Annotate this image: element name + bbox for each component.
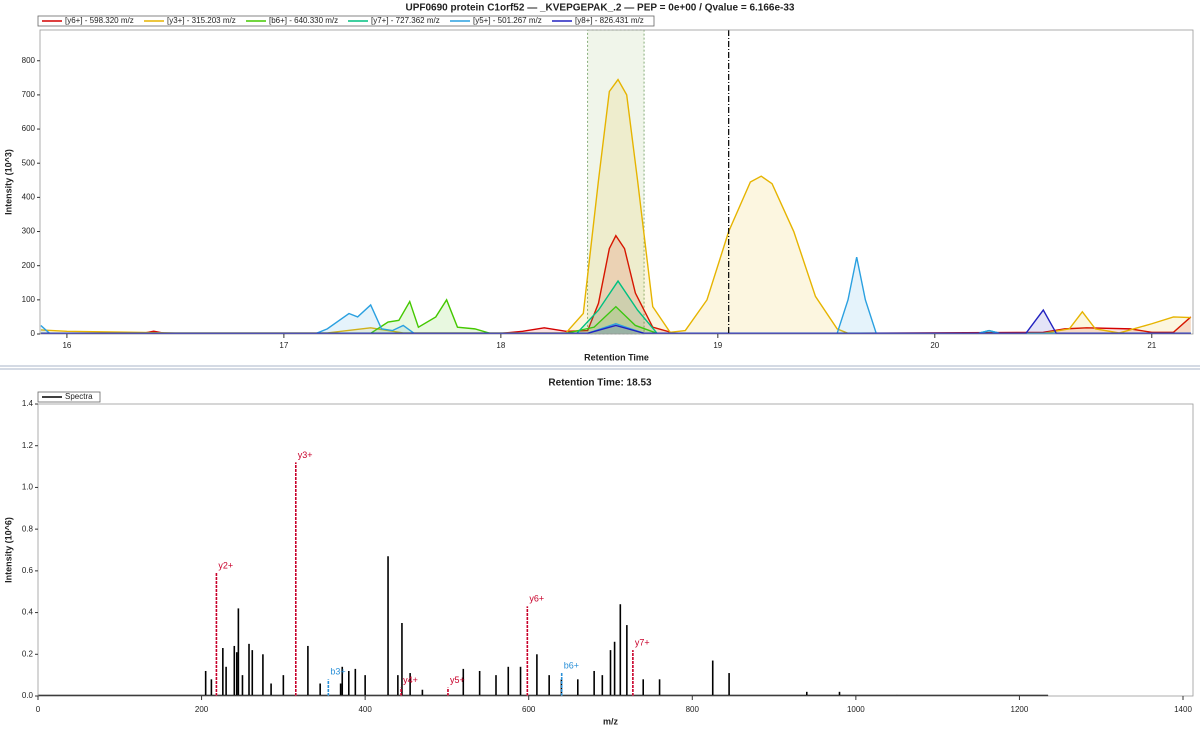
y-tick-label: 1.4 (22, 399, 34, 408)
y-tick-label: 300 (22, 227, 36, 236)
legend-label: [y5+] - 501.267 m/z (473, 16, 542, 25)
peak-label: y4+ (403, 675, 418, 685)
peak-label: y5+ (450, 675, 465, 685)
legend-box (37, 15, 655, 27)
y-tick-label: 1.0 (22, 483, 34, 492)
y-tick-label: 0 (31, 329, 36, 338)
series-area (40, 310, 1191, 334)
legend-box (37, 391, 101, 403)
x-axis-title: Retention Time (584, 352, 649, 362)
peak-label: b6+ (564, 660, 579, 670)
x-tick-label: 1200 (1011, 705, 1029, 714)
y-tick-label: 0.6 (22, 566, 34, 575)
x-axis-title: m/z (603, 716, 619, 726)
x-tick-label: 20 (930, 341, 939, 350)
x-tick-label: 0 (36, 705, 41, 714)
legend-label: [y3+] - 315.203 m/z (167, 16, 236, 25)
x-tick-label: 600 (522, 705, 536, 714)
x-tick-label: 19 (713, 341, 722, 350)
peak-label: y6+ (529, 594, 544, 604)
series-line (40, 298, 1191, 335)
y-tick-label: 0.0 (22, 691, 34, 700)
legend-label: [y6+] - 598.320 m/z (65, 16, 134, 25)
chart-title: UPF0690 protein C1orf52 — _KVEPGEPAK_.2 … (406, 3, 795, 14)
y-axis-title: Intensity (10^3) (3, 149, 13, 215)
x-tick-label: 21 (1147, 341, 1156, 350)
y-tick-label: 0.4 (22, 608, 34, 617)
x-tick-label: 18 (496, 341, 505, 350)
series-area (40, 281, 1191, 334)
y-tick-label: 100 (22, 295, 36, 304)
peak-label: b3+ (330, 667, 345, 677)
y-tick-label: 700 (22, 90, 36, 99)
x-tick-label: 1400 (1174, 705, 1192, 714)
legend-label: Spectra (65, 392, 93, 401)
y-tick-label: 1.2 (22, 441, 34, 450)
peak-label: y3+ (298, 450, 313, 460)
x-tick-label: 16 (62, 341, 71, 350)
plot-frame (39, 29, 1194, 335)
x-tick-label: 400 (358, 705, 372, 714)
x-tick-label: 1000 (847, 705, 865, 714)
legend-label: [y8+] - 826.431 m/z (575, 16, 644, 25)
y-axis-title: Intensity (10^6) (3, 517, 13, 583)
y-tick-label: 0.2 (22, 649, 34, 658)
x-tick-label: 200 (195, 705, 209, 714)
legend-label: [b6+] - 640.330 m/z (269, 16, 338, 25)
y-tick-label: 600 (22, 124, 36, 133)
series-area (40, 299, 1191, 334)
legend-label: [y7+] - 727.362 m/z (371, 16, 440, 25)
plot-frame (37, 403, 1194, 697)
series-line (40, 308, 1191, 335)
chart-title: Retention Time: 18.53 (548, 378, 652, 389)
y-tick-label: 800 (22, 56, 36, 65)
series-area (40, 79, 1191, 334)
y-tick-label: 400 (22, 192, 36, 201)
peak-label: y7+ (635, 637, 650, 647)
y-tick-label: 200 (22, 261, 36, 270)
peak-label: y2+ (218, 560, 233, 570)
x-tick-label: 800 (686, 705, 700, 714)
y-tick-label: 500 (22, 158, 36, 167)
y-tick-label: 0.8 (22, 524, 34, 533)
x-tick-label: 17 (279, 341, 288, 350)
